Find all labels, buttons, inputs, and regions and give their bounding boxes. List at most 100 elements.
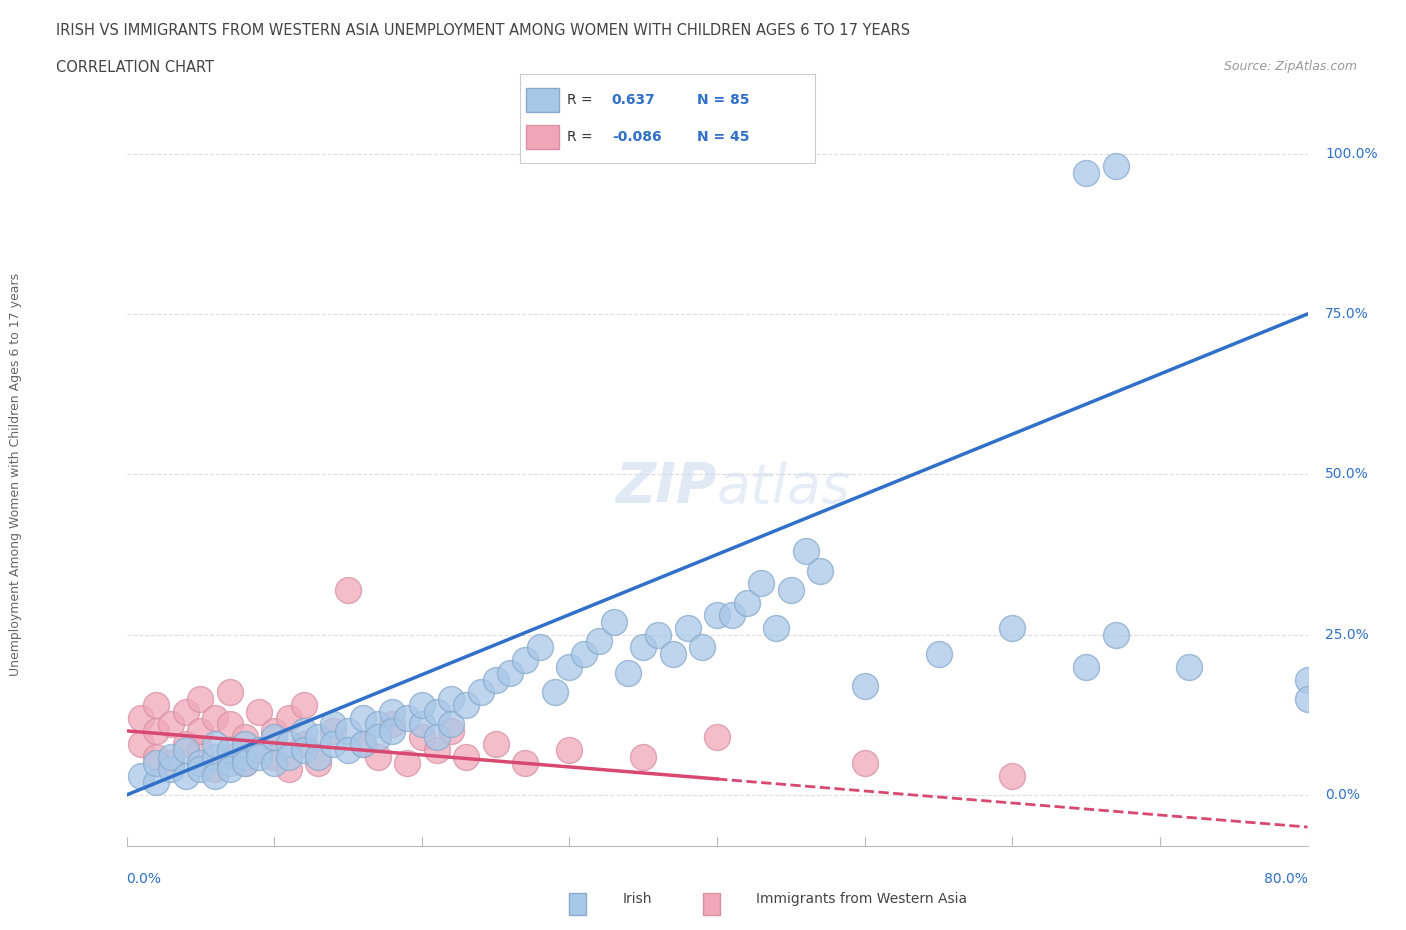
Text: N = 45: N = 45 (697, 130, 749, 144)
Point (396, 711, 419, 725)
Point (129, 711, 153, 725)
Point (188, 724, 211, 738)
Point (204, 768, 226, 783)
Point (278, 737, 301, 751)
Point (381, 724, 404, 738)
Point (263, 755, 285, 770)
Point (1076, 659, 1098, 674)
Point (322, 737, 344, 751)
Text: 0.0%: 0.0% (127, 872, 162, 886)
FancyBboxPatch shape (703, 893, 720, 915)
Point (810, 563, 832, 578)
Point (543, 684, 565, 699)
Point (188, 743, 211, 758)
FancyBboxPatch shape (526, 126, 558, 150)
Point (676, 621, 699, 636)
Text: 80.0%: 80.0% (1264, 872, 1308, 886)
Point (411, 698, 433, 712)
Point (352, 711, 374, 725)
Point (322, 717, 344, 732)
Text: Unemployment Among Women with Children Ages 6 to 17 years: Unemployment Among Women with Children A… (10, 272, 22, 676)
Point (188, 691, 211, 706)
Text: N = 85: N = 85 (697, 93, 749, 107)
Point (633, 749, 655, 764)
Point (794, 544, 817, 559)
Point (853, 679, 876, 694)
Point (366, 730, 388, 745)
Point (928, 646, 950, 661)
Text: -0.086: -0.086 (612, 130, 661, 144)
Point (720, 608, 742, 623)
Point (751, 576, 773, 591)
Point (233, 749, 256, 764)
Point (218, 749, 242, 764)
Point (352, 737, 374, 751)
Point (690, 640, 713, 655)
Point (145, 755, 167, 770)
Point (1296, 691, 1319, 706)
Point (529, 640, 551, 655)
Point (735, 595, 758, 610)
Point (292, 743, 315, 758)
Point (233, 737, 256, 751)
Point (278, 762, 301, 777)
Point (263, 730, 285, 745)
Point (411, 717, 433, 732)
Point (588, 633, 610, 648)
Point (484, 737, 508, 751)
Point (218, 762, 242, 777)
Text: atlas: atlas (717, 460, 851, 513)
Point (381, 717, 404, 732)
Text: IRISH VS IMMIGRANTS FROM WESTERN ASIA UNEMPLOYMENT AMONG WOMEN WITH CHILDREN AGE: IRISH VS IMMIGRANTS FROM WESTERN ASIA UN… (56, 23, 910, 38)
Point (337, 582, 360, 597)
Point (160, 755, 183, 770)
Point (247, 743, 270, 758)
Point (484, 672, 508, 687)
Point (602, 615, 624, 630)
Point (263, 749, 285, 764)
Point (366, 717, 388, 732)
Point (706, 730, 728, 745)
Point (247, 749, 270, 764)
Point (188, 762, 211, 777)
Point (292, 724, 315, 738)
Point (233, 730, 256, 745)
Point (515, 755, 537, 770)
Point (278, 711, 301, 725)
Point (1178, 659, 1201, 674)
Point (174, 737, 197, 751)
Point (454, 698, 477, 712)
Point (263, 724, 285, 738)
Point (558, 659, 581, 674)
Point (454, 749, 477, 764)
Text: Immigrants from Western Asia: Immigrants from Western Asia (756, 892, 967, 907)
Point (617, 666, 640, 681)
Point (337, 743, 360, 758)
Point (1105, 627, 1128, 642)
Point (425, 743, 447, 758)
Point (352, 737, 374, 751)
Point (337, 724, 360, 738)
Point (322, 724, 344, 738)
Text: 75.0%: 75.0% (1326, 307, 1369, 321)
Text: CORRELATION CHART: CORRELATION CHART (56, 60, 214, 75)
Text: Source: ZipAtlas.com: Source: ZipAtlas.com (1223, 60, 1357, 73)
Point (218, 684, 242, 699)
Text: 50.0%: 50.0% (1326, 467, 1369, 482)
Point (204, 762, 226, 777)
Point (292, 737, 315, 751)
Point (174, 743, 197, 758)
Point (440, 717, 463, 732)
Point (247, 704, 270, 719)
Point (1001, 768, 1024, 783)
FancyBboxPatch shape (569, 893, 586, 915)
Point (853, 755, 876, 770)
Point (160, 717, 183, 732)
Point (145, 698, 167, 712)
Text: 0.0%: 0.0% (1326, 788, 1360, 802)
Point (218, 717, 242, 732)
Point (381, 704, 404, 719)
Point (233, 755, 256, 770)
Point (204, 749, 226, 764)
Point (440, 691, 463, 706)
